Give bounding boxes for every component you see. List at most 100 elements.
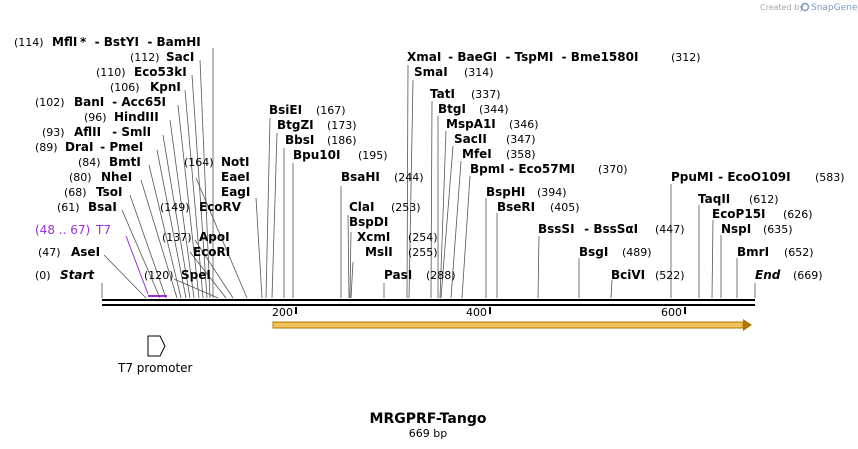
site-btgzi: BtgZI (173) xyxy=(277,118,357,132)
site-nspi-name: NspI xyxy=(721,222,751,236)
site-eaei-name: EaeI xyxy=(221,170,250,184)
site-bsahi-pos: (244) xyxy=(394,171,424,184)
site-bpu10i-name: Bpu10I xyxy=(293,148,340,162)
site-ppumi: PpuMI - EcoO109I (583) xyxy=(671,170,845,184)
site-bsssi-name: BssSI xyxy=(538,222,575,236)
site-tsoi-pos: (68) xyxy=(64,186,87,199)
site-bsai-pos: (61) xyxy=(57,201,80,214)
scale: 200 400 600 xyxy=(272,306,686,319)
site-smai-name: SmaI xyxy=(414,65,448,79)
site-msli: MslI (255) xyxy=(365,245,438,259)
site-tati-name: TatI xyxy=(430,87,455,101)
site-ecori-name: EcoRI xyxy=(193,245,230,259)
site-start-pos: (0) xyxy=(35,269,51,282)
site-nspi: NspI (635) xyxy=(721,222,793,236)
t7-range: (48 .. 67) xyxy=(35,223,90,237)
site-clai-pos: (253) xyxy=(391,201,421,214)
site-bsssi-extra: - BssSαI xyxy=(580,222,638,236)
site-xmai-extra: - BaeGI - TspMI - Bme1580I xyxy=(444,50,638,64)
site-bcivi: BciVI (522) xyxy=(611,268,685,282)
site-tsoi-name: TsoI xyxy=(96,185,122,199)
site-asei: (47) AseI xyxy=(38,245,100,259)
site-bsphi-name: BspHI xyxy=(486,185,525,199)
site-drai: (89) DraI - PmeI xyxy=(35,140,143,154)
site-bani-pos: (102) xyxy=(35,96,65,109)
site-btgi-pos: (344) xyxy=(479,103,509,116)
site-nhei-pos: (80) xyxy=(69,171,92,184)
site-aflii: (93) AflII - SmlI xyxy=(42,125,151,139)
site-tsoi: (68) TsoI xyxy=(64,185,122,199)
site-bsssi-pos: (447) xyxy=(655,223,685,236)
t7-promoter-arrow xyxy=(147,335,166,357)
site-bani: (102) BanI - Acc65I xyxy=(35,95,166,109)
site-ppumi-pos: (583) xyxy=(815,171,845,184)
site-nhei: (80) NheI xyxy=(69,170,132,184)
site-kpni: (106) KpnI xyxy=(110,80,181,94)
tick-label-400: 400 xyxy=(466,306,487,319)
site-saci-pos: (112) xyxy=(130,51,160,64)
site-smai-pos: (314) xyxy=(464,66,494,79)
site-asei-pos: (47) xyxy=(38,246,61,259)
site-bspdi-name: BspDI xyxy=(349,215,388,229)
tick-label-600: 600 xyxy=(661,306,682,319)
site-taqii-pos: (612) xyxy=(749,193,779,206)
site-bmti-pos: (84) xyxy=(78,156,101,169)
site-sacii-name: SacII xyxy=(454,132,487,146)
t7-label: T7 xyxy=(95,223,111,237)
site-eco53ki: (110) Eco53kI xyxy=(96,65,187,79)
site-bmti: (84) BmtI xyxy=(78,155,141,169)
orf-arrow xyxy=(272,319,752,331)
site-nhei-name: NheI xyxy=(101,170,132,184)
site-apoi-pos: (137) xyxy=(162,231,192,244)
site-end-pos: (669) xyxy=(793,269,823,282)
site-ppumi-name: PpuMI xyxy=(671,170,713,184)
site-hindiii: (96) HindIII xyxy=(84,110,159,124)
site-spei: (120) SpeI xyxy=(144,268,211,282)
site-bcivi-pos: (522) xyxy=(655,269,685,282)
site-eco53ki-name: Eco53kI xyxy=(134,65,187,79)
site-bsphi-pos: (394) xyxy=(537,186,567,199)
site-aflii-pos: (93) xyxy=(42,126,65,139)
site-bseri: BseRI (405) xyxy=(497,200,580,214)
t7-promoter-label: T7 promoter xyxy=(117,361,193,375)
site-bbsi-pos: (186) xyxy=(327,134,357,147)
site-bmti-name: BmtI xyxy=(109,155,141,169)
site-xmai: XmaI - BaeGI - TspMI - Bme1580I (312) xyxy=(407,50,701,64)
site-start: (0) Start xyxy=(35,268,95,282)
credit-text: Created by xyxy=(760,3,804,12)
site-taqii-name: TaqII xyxy=(698,192,730,206)
site-mfei: MfeI (358) xyxy=(462,147,536,161)
site-eaei: EaeI xyxy=(221,170,250,184)
site-msli-pos: (255) xyxy=(408,246,438,259)
site-pasi-name: PasI xyxy=(384,268,412,282)
site-bsai: (61) BsaI xyxy=(57,200,117,214)
site-bsiei-name: BsiEI xyxy=(269,103,302,117)
site-bbsi: BbsI (186) xyxy=(285,133,357,147)
site-mfli-pos: (114) xyxy=(14,36,44,49)
site-tati: TatI (337) xyxy=(430,87,501,101)
site-xcmi-pos: (254) xyxy=(408,231,438,244)
site-apoi-name: ApoI xyxy=(199,230,230,244)
site-mfli-extra: * - BstYI - BamHI xyxy=(80,35,201,49)
site-btgzi-name: BtgZI xyxy=(277,118,314,132)
site-bseri-name: BseRI xyxy=(497,200,535,214)
site-noti: (164) NotI xyxy=(184,155,250,169)
site-kpni-name: KpnI xyxy=(150,80,181,94)
site-taqii: TaqII (612) xyxy=(698,192,779,206)
site-saci: (112) SacI xyxy=(130,50,194,64)
map-subtitle: 669 bp xyxy=(409,427,447,440)
site-eagi-name: EagI xyxy=(221,185,250,199)
site-noti-name: NotI xyxy=(221,155,250,169)
site-smai: SmaI (314) xyxy=(414,65,494,79)
site-bpmi-pos: (370) xyxy=(598,163,628,176)
site-ppumi-extra: - EcoO109I xyxy=(714,170,791,184)
site-bsiei: BsiEI (167) xyxy=(269,103,346,117)
site-eco53ki-pos: (110) xyxy=(96,66,126,79)
site-hindiii-name: HindIII xyxy=(114,110,159,124)
site-end-name: End xyxy=(755,268,781,282)
site-mfei-name: MfeI xyxy=(462,147,492,161)
brand-text: SnapGene xyxy=(811,3,858,13)
site-bani-name: BanI xyxy=(74,95,104,109)
site-ecop15i-pos: (626) xyxy=(783,208,813,221)
site-bani-extra: - Acc65I xyxy=(108,95,166,109)
